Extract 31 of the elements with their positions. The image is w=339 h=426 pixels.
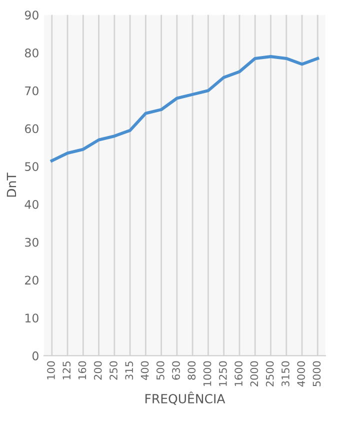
x-tick-label: 1000 <box>203 361 212 386</box>
x-tick-label: 2000 <box>250 361 258 386</box>
y-tick-label: 80 <box>24 48 38 58</box>
x-tick-label: 5000 <box>312 361 321 386</box>
x-tick-label: 160 <box>78 361 86 380</box>
y-tick-label: 40 <box>24 200 38 209</box>
x-tick-label: 125 <box>62 361 71 380</box>
y-axis-title: DnT <box>6 172 16 197</box>
x-tick-label: 100 <box>47 361 55 380</box>
y-tick-label: 70 <box>25 86 38 96</box>
line-series <box>50 55 320 162</box>
y-tick-label: 30 <box>25 238 38 247</box>
y-tick-label: 50 <box>25 162 38 172</box>
x-axis-title: FREQUÊNCIA <box>145 392 226 405</box>
x-tick-label: 1250 <box>218 361 227 386</box>
x-tick-label: 500 <box>156 361 164 380</box>
y-tick-label: 60 <box>25 124 38 134</box>
x-tick-label: 1600 <box>234 361 242 386</box>
x-tick-label: 400 <box>140 361 149 380</box>
x-tick-label: 2500 <box>266 361 274 386</box>
x-tick-label: 630 <box>172 361 180 380</box>
y-tick-label: 90 <box>24 10 38 20</box>
y-tick-label: 0 <box>32 351 38 360</box>
y-tick-label: 20 <box>25 276 38 285</box>
x-tick-label: 800 <box>188 361 196 380</box>
y-tick-label: 10 <box>25 314 38 322</box>
x-tick-label: 200 <box>94 361 102 380</box>
x-tick-label: 4000 <box>297 361 306 387</box>
x-tick-label: 315 <box>125 361 134 380</box>
x-tick-label: 3150 <box>282 361 290 386</box>
x-tick-label: 250 <box>110 361 118 380</box>
